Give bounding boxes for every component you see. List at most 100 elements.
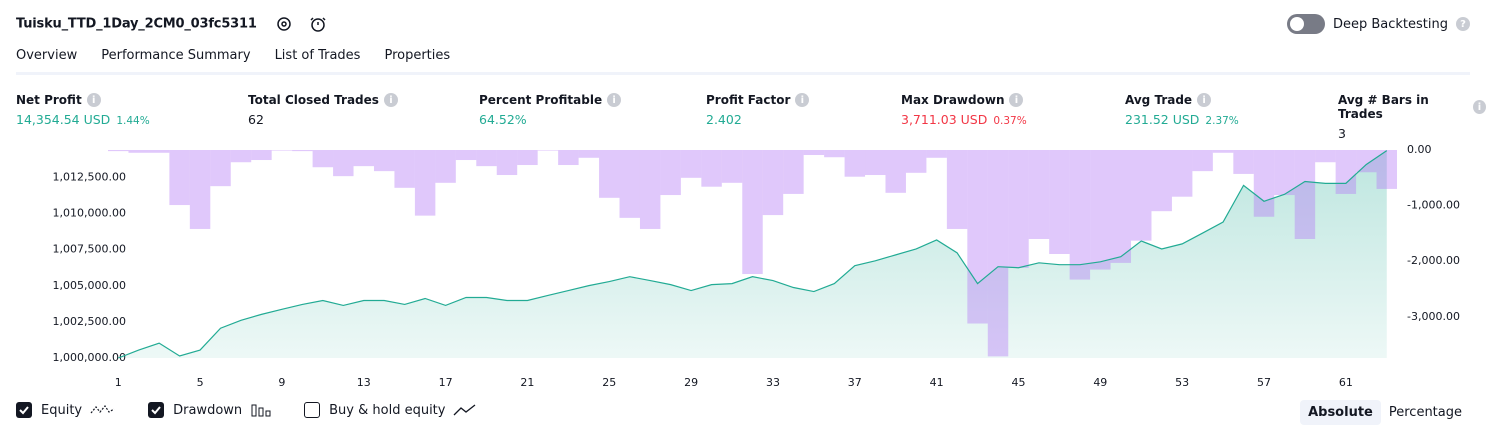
x-tick-label: 13	[357, 376, 371, 389]
header-icons[interactable]	[275, 15, 335, 33]
x-tick-label: 61	[1339, 376, 1353, 389]
metric: Avg # Bars in Trades i 3	[1338, 93, 1486, 141]
drawdown-bar	[414, 150, 436, 216]
x-tick-label: 21	[520, 376, 534, 389]
metric-label-text: Avg Trade	[1125, 93, 1193, 107]
metric-label-text: Profit Factor	[706, 93, 791, 107]
checkbox[interactable]	[148, 402, 165, 418]
drawdown-bar	[496, 150, 518, 176]
drawdown-bar	[926, 150, 947, 158]
metric-label: Avg Trade i	[1125, 93, 1239, 107]
deep-backtesting[interactable]: Deep Backtesting ?	[1286, 14, 1470, 34]
drawdown-bar	[660, 150, 681, 196]
y-tick-label: 1,012,500.00	[53, 170, 126, 183]
metric-value: 231.52 USD	[1125, 112, 1200, 127]
metric-value-row: 231.52 USD 2.37%	[1125, 112, 1239, 127]
metric-label-text: Max Drawdown	[901, 93, 1005, 107]
drawdown-bar	[1131, 150, 1152, 241]
drawdown-bar	[599, 150, 620, 198]
drawdown-bar	[169, 150, 190, 206]
drawdown-bar	[865, 150, 886, 176]
drawdown-bar	[1049, 150, 1070, 254]
metric-percent: 1.44%	[116, 115, 150, 127]
drawdown-bar	[680, 150, 702, 178]
drawdown-bar	[210, 150, 231, 187]
metric-label: Percent Profitable i	[479, 93, 622, 107]
x-tick-label: 17	[439, 376, 453, 389]
metric-value: 14,354.54 USD	[16, 112, 111, 127]
drawdown-bar	[189, 150, 211, 229]
legend-label: Drawdown	[173, 402, 243, 418]
x-tick-label: 5	[197, 376, 204, 389]
info-icon: i	[795, 93, 810, 107]
metric-value-row: 2.402	[706, 112, 809, 127]
drawdown-bar	[1356, 150, 1377, 173]
mode-button[interactable]: Absolute	[1300, 400, 1381, 425]
metric-value: 3,711.03 USD	[901, 112, 988, 127]
drawdown-bar	[1110, 150, 1132, 263]
info-icon: i	[1197, 93, 1212, 107]
icon-part	[90, 404, 115, 414]
legend-item[interactable]: Drawdown	[148, 402, 272, 418]
metric: Percent Profitable i 64.52%	[479, 93, 622, 127]
toggle[interactable]	[1286, 14, 1325, 34]
drawdown-bar	[537, 150, 559, 151]
metric-label-text: Percent Profitable	[479, 93, 603, 107]
drawdown-bar	[742, 150, 763, 275]
info-icon: i	[607, 93, 622, 107]
divider	[16, 72, 1470, 75]
drawdown-bar	[394, 150, 415, 188]
legend-label: Buy & hold equity	[329, 402, 446, 418]
metric: Avg Trade i 231.52 USD 2.37%	[1125, 93, 1239, 127]
tab[interactable]: List of Trades	[274, 48, 361, 63]
legend-item[interactable]: Buy & hold equity	[304, 402, 477, 418]
checkbox[interactable]	[304, 402, 321, 418]
x-tick-label: 37	[848, 376, 862, 389]
drawdown-bar	[844, 150, 866, 177]
drawdown-bar	[373, 150, 395, 172]
legend-icon	[90, 403, 116, 417]
drawdown-bar	[967, 150, 988, 324]
tab[interactable]: Properties	[384, 48, 451, 63]
legend-label: Equity	[41, 402, 83, 418]
metric-label: Total Closed Trades i	[248, 93, 398, 107]
x-tick-label: 57	[1257, 376, 1271, 389]
x-tick-label: 29	[684, 376, 698, 389]
drawdown-bar	[271, 150, 293, 151]
drawdown-bar	[476, 150, 497, 167]
drawdown-bar	[1171, 150, 1193, 197]
chart: 1,000,000.00 1,002,500.00 1,005,000.00 1,00…	[53, 143, 1460, 389]
x-tick-label: 41	[930, 376, 944, 389]
drawdown-bar	[333, 150, 354, 177]
drawdown-bar	[1008, 150, 1029, 268]
info-icon: ?	[1456, 17, 1470, 31]
metric-label-text: Net Profit	[16, 93, 82, 107]
drawdown-bar	[783, 150, 804, 194]
icon-part	[454, 404, 476, 416]
drawdown-bar	[1376, 150, 1397, 189]
metric-label-text: Avg # Bars in Trades	[1338, 93, 1429, 121]
drawdown-bar	[1294, 150, 1316, 239]
metric-value-row: 62	[248, 112, 398, 127]
metric: Net Profit i 14,354.54 USD 1.44%	[16, 93, 150, 127]
tab[interactable]: Performance Summary	[101, 48, 251, 63]
drawdown-bar	[128, 150, 149, 153]
x-tick-label: 25	[602, 376, 616, 389]
mode-button[interactable]: Percentage	[1388, 405, 1462, 420]
metric-value-row: 3,711.03 USD 0.37%	[901, 112, 1027, 127]
y2-tick-label: -2,000.00	[1407, 254, 1460, 267]
drawdown-bar	[558, 150, 579, 166]
info-icon: i	[1009, 93, 1024, 107]
metric-value-row: 64.52%	[479, 112, 621, 127]
drawdown-bar	[619, 150, 640, 218]
deep-label: Deep Backtesting	[1332, 16, 1448, 32]
icon-part	[251, 404, 271, 417]
info-icon: i	[1472, 100, 1486, 114]
legend-item[interactable]: Equity	[16, 402, 116, 418]
checkbox[interactable]	[16, 402, 32, 418]
drawdown-bar	[824, 150, 845, 158]
drawdown-bar	[230, 150, 252, 163]
metric-label: Avg # Bars in Trades i	[1338, 93, 1486, 121]
drawdown-bar	[1151, 150, 1172, 212]
drawdown-bar	[1212, 150, 1234, 153]
